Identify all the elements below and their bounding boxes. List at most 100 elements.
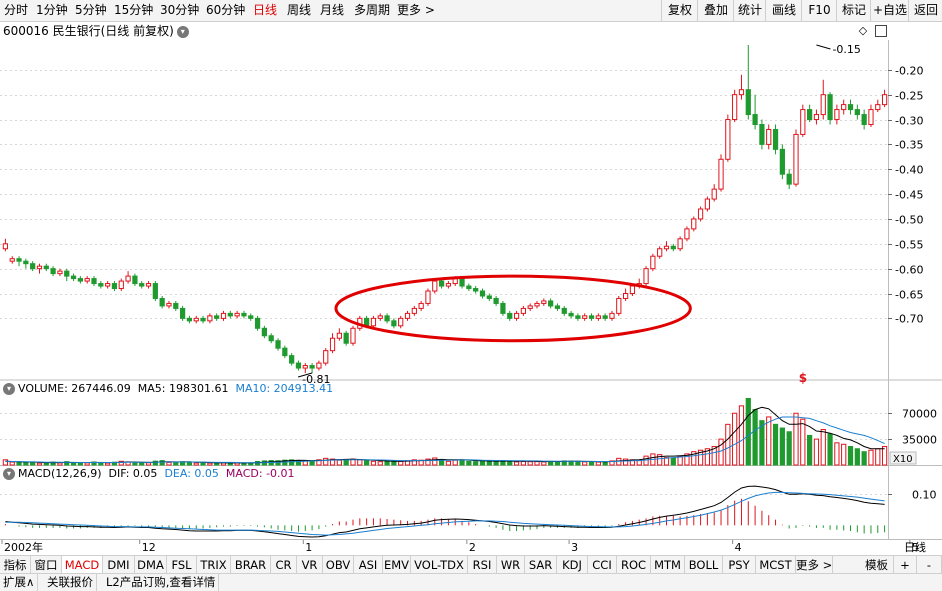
period-tab-60min[interactable]: 60分钟 — [206, 3, 246, 17]
dea-value: DEA: 0.05 — [164, 467, 219, 480]
indicator-tab-kdj[interactable]: KDJ — [557, 556, 588, 574]
volume-bar — [847, 446, 854, 466]
chevron-down-icon[interactable]: ▾ — [176, 25, 189, 38]
volume-ma10-line — [5, 416, 885, 464]
indicator-tab-trix[interactable]: TRIX — [197, 556, 231, 574]
candle-body — [193, 317, 199, 322]
volume-bar — [445, 460, 452, 466]
candle-body — [2, 243, 9, 250]
candle-body — [541, 300, 547, 304]
indicator-tab-cci[interactable]: CCI — [588, 556, 617, 574]
indicator-tab-brar[interactable]: BRAR — [231, 556, 271, 574]
zoom-out-button[interactable]: - — [917, 556, 942, 574]
candle-body — [807, 109, 813, 121]
indicator-tab[interactable]: 指标 — [0, 556, 31, 574]
indicator-tab-dma[interactable]: DMA — [135, 556, 167, 574]
period-tab-1min[interactable]: 1分钟 — [36, 3, 68, 17]
candle-body — [275, 340, 281, 349]
period-tab-15min[interactable]: 15分钟 — [114, 3, 154, 17]
indicator-tab-sar[interactable]: SAR — [525, 556, 557, 574]
indicator-tab-dmi[interactable]: DMI — [103, 556, 135, 574]
candle-body — [30, 263, 36, 270]
diamond-icon[interactable]: ◇ — [858, 24, 868, 37]
candle-body — [561, 307, 567, 314]
volume-bar — [772, 423, 779, 466]
indicator-tab-wr[interactable]: WR — [497, 556, 525, 574]
close-icon[interactable] — [875, 25, 887, 37]
indicator-tab-emv[interactable]: EMV — [383, 556, 411, 574]
indicator-tab-mcst[interactable]: MCST — [756, 556, 796, 574]
chevron-down-icon[interactable]: ▾ — [3, 468, 15, 480]
indicator-tab-psy[interactable]: PSY — [723, 556, 756, 574]
indicator-tab-fsl[interactable]: FSL — [167, 556, 197, 574]
candle-body — [159, 297, 165, 307]
indicator-tab-asi[interactable]: ASI — [354, 556, 383, 574]
period-tab-monthly[interactable]: 月线 — [320, 3, 345, 17]
candle-body — [152, 283, 158, 299]
price-tick-label: -0.20 — [895, 65, 923, 78]
indicator-tab-more[interactable]: 更多 > — [796, 556, 833, 574]
volume-bar — [691, 451, 697, 466]
volume-bar — [459, 459, 465, 466]
overlay-button[interactable]: 叠加 — [697, 0, 734, 21]
indicator-tab-bar: 指标 窗口 MACD DMI DMA FSL TRIX BRAR CR VR O… — [0, 555, 942, 574]
indicator-tab-vol-tdx[interactable]: VOL-TDX — [411, 556, 468, 574]
add-watchlist-button[interactable]: +自选 — [870, 0, 909, 21]
candle-body — [643, 268, 649, 285]
candle-body — [289, 355, 295, 364]
multiplier-box — [889, 451, 917, 465]
candle-body — [173, 302, 179, 309]
candle-body — [657, 248, 663, 257]
volume-bar — [636, 460, 642, 466]
mark-button[interactable]: 标记 — [836, 0, 871, 21]
indicator-tab-roc[interactable]: ROC — [617, 556, 651, 574]
indicator-tab-obv[interactable]: OBV — [323, 556, 354, 574]
period-tab-5min[interactable]: 5分钟 — [75, 3, 107, 17]
candle-body — [145, 283, 152, 287]
indicator-tab-boll[interactable]: BOLL — [685, 556, 723, 574]
volume-bar — [827, 433, 833, 466]
stats-button[interactable]: 统计 — [733, 0, 766, 21]
candle-body — [732, 94, 738, 121]
volume-bar — [582, 461, 588, 466]
period-tab-weekly[interactable]: 周线 — [287, 3, 312, 17]
volume-bar — [875, 448, 881, 466]
candle-body — [616, 297, 622, 314]
period-tab-more[interactable]: 更多 > — [397, 3, 435, 17]
period-tab-timeshare[interactable]: 分时 — [4, 3, 29, 17]
indicator-tab-rsi[interactable]: RSI — [468, 556, 497, 574]
volume-bar — [411, 459, 417, 466]
back-button[interactable]: 返回 — [908, 0, 942, 21]
candle-body — [50, 268, 56, 275]
candle-body — [261, 327, 268, 337]
period-tab-daily[interactable]: 日线 — [253, 3, 278, 17]
indicator-tab-cr[interactable]: CR — [271, 556, 297, 574]
candle-body — [520, 307, 526, 314]
period-tab-30min[interactable]: 30分钟 — [160, 3, 200, 17]
chevron-down-icon[interactable]: ▾ — [3, 383, 15, 395]
candle-body — [98, 283, 104, 287]
related-quote-button[interactable]: 关联报价 — [44, 574, 97, 591]
zoom-in-button[interactable]: + — [894, 556, 917, 574]
candle-body — [459, 278, 465, 287]
ma5-value: MA5: 198301.61 — [137, 382, 229, 395]
candle-body — [391, 320, 397, 327]
f10-button[interactable]: F10 — [801, 0, 837, 21]
volume-bar — [684, 453, 690, 466]
candle-body — [445, 283, 452, 287]
restore-rights-button[interactable]: 复权 — [661, 0, 698, 21]
expand-button[interactable]: 扩展∧ — [0, 574, 39, 591]
volume-bar — [23, 462, 29, 466]
l2-order-link[interactable]: L2产品订购,查看详情 — [103, 574, 220, 591]
indicator-tab-vr[interactable]: VR — [297, 556, 323, 574]
candle-body — [697, 208, 704, 220]
period-tab-multi[interactable]: 多周期 — [354, 3, 391, 17]
window-tab[interactable]: 窗口 — [31, 556, 62, 574]
draw-line-button[interactable]: 画线 — [765, 0, 802, 21]
indicator-tab-mtm[interactable]: MTM — [651, 556, 685, 574]
indicator-tab-macd[interactable]: MACD — [62, 556, 103, 574]
volume-bar — [384, 460, 390, 466]
candle-body — [609, 312, 615, 319]
template-button[interactable]: 模板 — [860, 556, 894, 574]
volume-bar — [309, 460, 315, 466]
